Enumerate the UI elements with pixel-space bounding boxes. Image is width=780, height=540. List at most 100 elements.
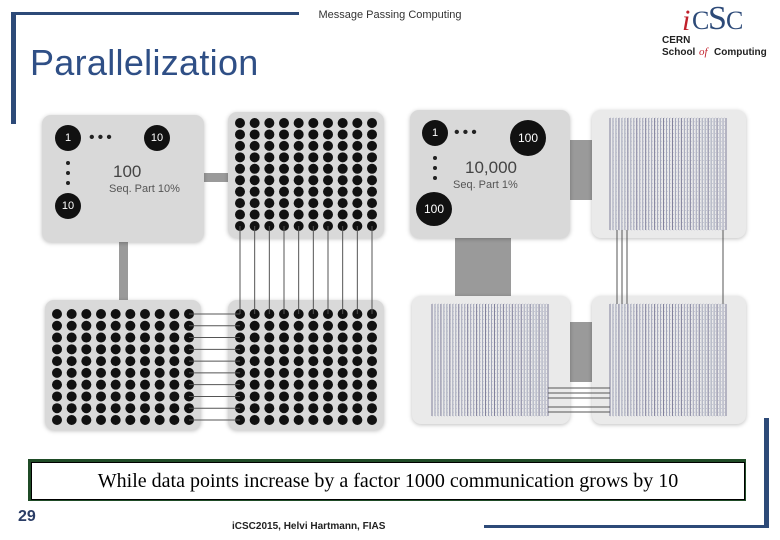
node-dot: [81, 309, 92, 319]
node-dot: [367, 118, 377, 128]
node-dot: [352, 129, 363, 140]
logo-letter-s: S: [708, 0, 727, 37]
node-dot: [279, 209, 289, 220]
node-dot: [352, 209, 363, 220]
node-dot: [66, 320, 77, 331]
corner-node-top-left: 1: [55, 125, 81, 151]
node-dot: [154, 344, 165, 355]
node-dot: [323, 344, 333, 355]
node-dot: [169, 403, 180, 414]
node-dot: [249, 118, 260, 128]
node-dot: [169, 367, 180, 378]
node-dot: [337, 332, 348, 343]
node-dot: [264, 175, 275, 186]
node-dot: [337, 320, 348, 331]
node-dot: [337, 403, 348, 414]
node-dot: [154, 332, 165, 343]
node-dot: [249, 415, 260, 425]
node-dot: [52, 356, 62, 367]
node-dot: [337, 175, 348, 186]
node-dot: [308, 367, 319, 378]
node-dot: [235, 163, 245, 174]
logo-of: of: [699, 46, 708, 58]
node-dot: [279, 332, 289, 343]
node-dot: [125, 356, 136, 367]
node-dot: [249, 175, 260, 186]
footer-credit: iCSC2015, Helvi Hartmann, FIAS: [232, 521, 386, 532]
node-dot: [66, 367, 77, 378]
node-dot: [279, 140, 289, 151]
node-dot: [264, 391, 275, 402]
node-dot: [264, 129, 275, 140]
node-dot: [279, 356, 289, 367]
node-dot: [367, 320, 377, 331]
node-dot: [352, 415, 363, 425]
node-dot: [169, 332, 180, 343]
node-dot: [66, 356, 77, 367]
node-dot: [249, 391, 260, 402]
node-dot: [52, 415, 62, 425]
node-dot: [81, 403, 92, 414]
node-dot: [337, 367, 348, 378]
node-dot: [323, 320, 333, 331]
corner-node-bottom-left: 10: [55, 193, 81, 219]
node-dot: [308, 344, 319, 355]
node-dot: [66, 415, 77, 425]
node-dot: [96, 344, 106, 355]
node-dot: [81, 367, 92, 378]
node-dot: [140, 391, 150, 402]
node-dot: [169, 309, 180, 319]
slide-header-text: Message Passing Computing: [318, 9, 462, 21]
node-dot: [249, 163, 260, 174]
node-dot: [367, 198, 377, 209]
connector: [570, 322, 594, 382]
node-dot: [140, 320, 150, 331]
left-summary-panel: 1 ••• 10 10 100 Seq. Part 10%: [42, 115, 204, 242]
node-dot: [154, 391, 165, 402]
node-dot: [323, 332, 333, 343]
node-dot: [337, 198, 348, 209]
node-dot: [235, 129, 245, 140]
node-dot: [125, 320, 136, 331]
right-summary-panel: 1 ••• 100 100 10,000 Seq. Part 1%: [410, 110, 570, 238]
node-dot: [249, 198, 260, 209]
node-dot: [308, 129, 319, 140]
node-dot: [66, 403, 77, 414]
node-dot: [352, 320, 363, 331]
node-dot: [308, 391, 319, 402]
node-dot: [367, 332, 377, 343]
node-dot: [96, 367, 106, 378]
node-dot: [125, 332, 136, 343]
node-dot: [154, 356, 165, 367]
node-dot: [110, 403, 121, 414]
node-dot: [140, 356, 150, 367]
node-dot: [125, 403, 136, 414]
node-dot: [140, 367, 150, 378]
node-dot: [308, 356, 319, 367]
node-dot: [352, 356, 363, 367]
node-dot: [323, 379, 333, 390]
node-dot: [140, 309, 150, 319]
node-dot: [352, 175, 363, 186]
node-dot: [52, 309, 62, 319]
logo-letter-i: i: [682, 4, 691, 37]
node-dot: [323, 415, 333, 425]
node-dot: [323, 163, 333, 174]
node-dot: [352, 140, 363, 151]
node-dot: [352, 403, 363, 414]
node-dot: [264, 198, 275, 209]
node-dot: [293, 209, 304, 220]
node-dot: [323, 118, 333, 128]
node-dot: [264, 118, 275, 128]
node-dot: [367, 175, 377, 186]
node-dot: [52, 379, 62, 390]
node-dot: [352, 163, 363, 174]
node-dot: [367, 186, 377, 197]
node-dot: [96, 320, 106, 331]
node-dot: [249, 186, 260, 197]
node-dot: [169, 379, 180, 390]
node-dot: [264, 332, 275, 343]
node-dot: [279, 403, 289, 414]
